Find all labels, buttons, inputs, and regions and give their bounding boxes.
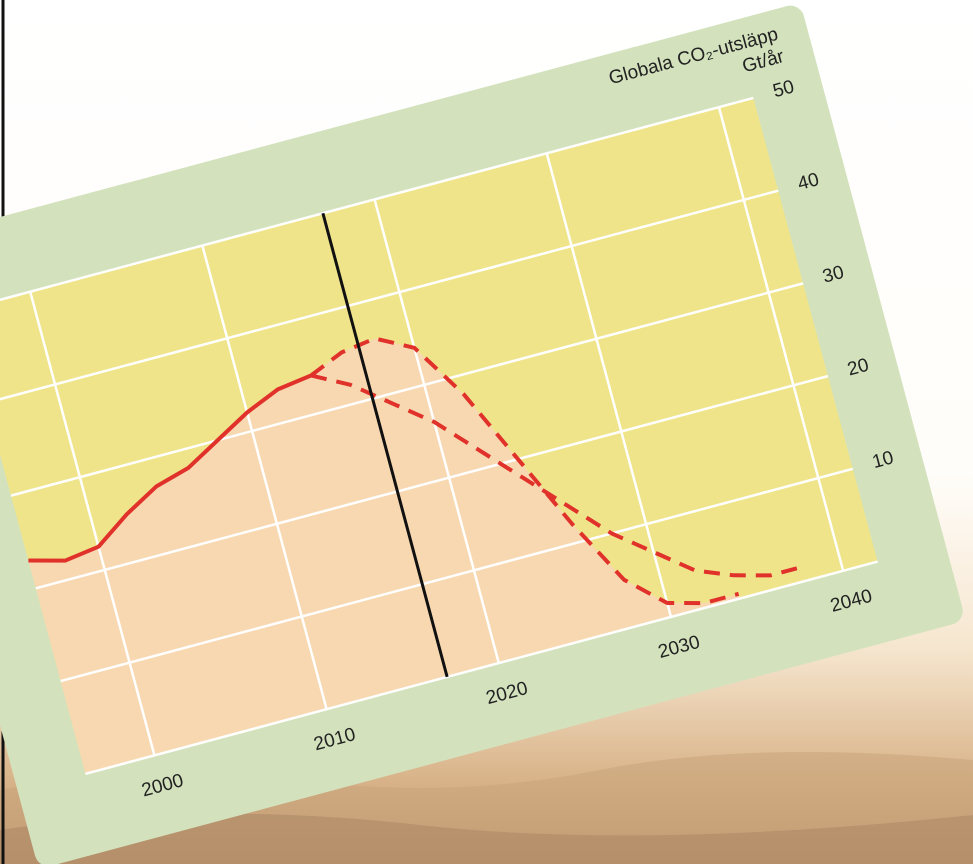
grid-line bbox=[717, 106, 845, 572]
y-axis-baseline bbox=[85, 560, 878, 776]
data-line bbox=[309, 336, 740, 606]
grid-line bbox=[60, 467, 854, 683]
hills bbox=[0, 813, 973, 864]
grid-line bbox=[35, 374, 829, 590]
grid-line bbox=[0, 189, 779, 405]
chart-panel: Globala CO₂-utsläpp Gt/år 10203040502000… bbox=[0, 5, 963, 864]
grid-line bbox=[373, 199, 500, 664]
data-line bbox=[28, 373, 312, 563]
grid-line bbox=[545, 152, 673, 618]
area-fill bbox=[28, 338, 740, 774]
grid-line bbox=[0, 96, 754, 312]
grid-line bbox=[10, 282, 804, 497]
grid-line bbox=[28, 291, 156, 756]
reference-line bbox=[321, 212, 449, 678]
grid-line bbox=[201, 245, 328, 710]
data-line bbox=[310, 373, 806, 578]
